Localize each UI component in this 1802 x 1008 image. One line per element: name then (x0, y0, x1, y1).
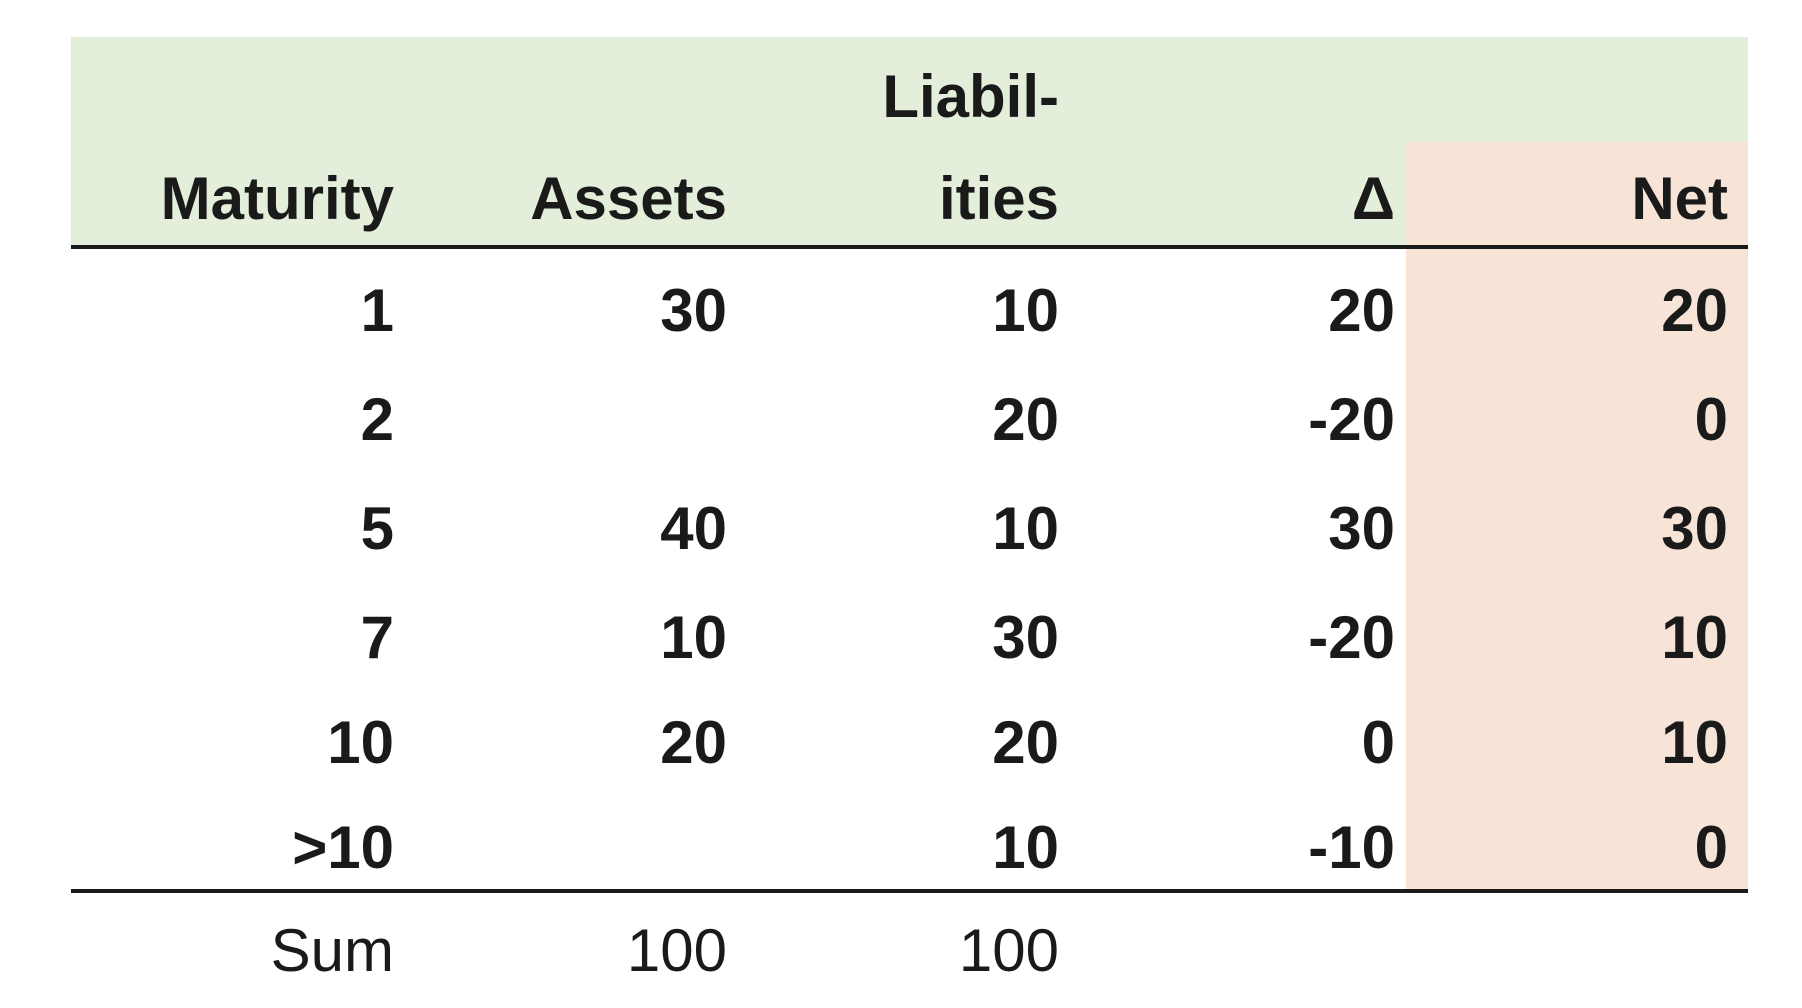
cell-liabilities: 30 (992, 604, 1059, 671)
cell-delta: -20 (1308, 386, 1395, 453)
header-maturity: Maturity (160, 165, 394, 232)
cell-delta: 20 (1328, 277, 1395, 344)
cell-maturity: >10 (292, 814, 394, 881)
cell-net: 20 (1661, 277, 1728, 344)
sum-rule (71, 889, 1748, 893)
header-rule (71, 245, 1748, 249)
cell-liabilities: 20 (992, 709, 1059, 776)
footer-liabilities: 100 (958, 917, 1059, 984)
cell-assets: 30 (660, 277, 727, 344)
net-column-highlight (1406, 142, 1748, 891)
cell-net: 0 (1694, 386, 1728, 453)
cell-liabilities: 20 (992, 386, 1059, 453)
header-line1-liabilities: Liabil- (882, 63, 1059, 130)
cell-maturity: 1 (360, 277, 394, 344)
cell-delta: 30 (1328, 495, 1395, 562)
cell-net: 10 (1661, 604, 1728, 671)
cell-liabilities: 10 (992, 277, 1059, 344)
cell-liabilities: 10 (992, 495, 1059, 562)
footer-maturity: Sum (270, 917, 394, 984)
cell-net: 30 (1661, 495, 1728, 562)
cell-net: 0 (1694, 814, 1728, 881)
cell-assets: 10 (660, 604, 727, 671)
footer-assets: 100 (626, 917, 727, 984)
cell-maturity: 2 (360, 386, 394, 453)
cell-maturity: 10 (327, 709, 394, 776)
cell-delta: -10 (1308, 814, 1395, 881)
cell-net: 10 (1661, 709, 1728, 776)
cell-delta: 0 (1361, 709, 1395, 776)
header-net: Net (1631, 165, 1728, 232)
header-assets: Assets (530, 165, 727, 232)
cell-assets: 20 (660, 709, 727, 776)
header-delta: Δ (1351, 165, 1395, 232)
cell-liabilities: 10 (992, 814, 1059, 881)
cell-maturity: 5 (360, 495, 394, 562)
cell-assets: 40 (660, 495, 727, 562)
header-liabilities: ities (938, 165, 1059, 232)
cell-maturity: 7 (360, 604, 394, 671)
cell-delta: -20 (1308, 604, 1395, 671)
